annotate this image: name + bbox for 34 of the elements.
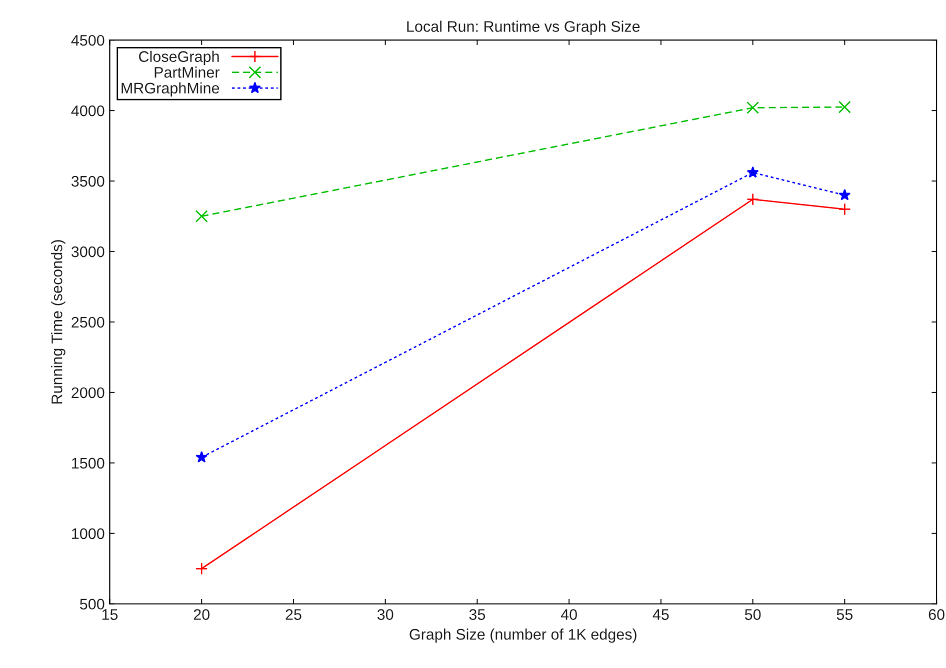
chart-title: Local Run: Runtime vs Graph Size	[407, 20, 640, 35]
y-axis-title: Running Time (seconds)	[51, 240, 66, 404]
point	[195, 562, 208, 575]
point	[746, 101, 760, 114]
point	[746, 166, 759, 178]
y-tick-label: 4000	[71, 105, 104, 116]
point	[195, 210, 208, 223]
point	[838, 188, 851, 200]
y-tick-label: 1000	[72, 528, 104, 540]
x-tick-label: 20	[194, 609, 210, 620]
point	[838, 100, 851, 114]
y-tick-label: 3000	[71, 246, 104, 258]
y-tick-label: 1500	[72, 458, 104, 469]
y-tick-label: 2500	[72, 316, 104, 328]
x-tick-label: 25	[286, 609, 302, 620]
legend-label: CloseGraph	[139, 50, 219, 66]
x-tick-label: 50	[744, 609, 761, 620]
legend-label: MRGraphMine	[122, 82, 220, 97]
legend-label: PartMiner	[154, 66, 220, 78]
y-tick-label: 3500	[71, 176, 104, 187]
y-tick-label: 2000	[72, 387, 104, 398]
x-tick-label: 35	[469, 609, 486, 620]
point	[746, 193, 760, 206]
point	[196, 451, 208, 462]
x-tick-label: 60	[928, 609, 944, 620]
x-tick-label: 55	[836, 609, 853, 620]
x-tick-label: 30	[377, 609, 394, 620]
x-tick-label: 40	[560, 609, 577, 620]
x-tick-label: 15	[102, 609, 118, 620]
x-axis-title: Graph Size (number of 1K edges)	[410, 628, 636, 643]
point	[838, 202, 851, 216]
y-tick-label: 500	[80, 598, 104, 610]
x-tick-label: 45	[652, 609, 669, 620]
y-tick-label: 4500	[71, 34, 104, 46]
